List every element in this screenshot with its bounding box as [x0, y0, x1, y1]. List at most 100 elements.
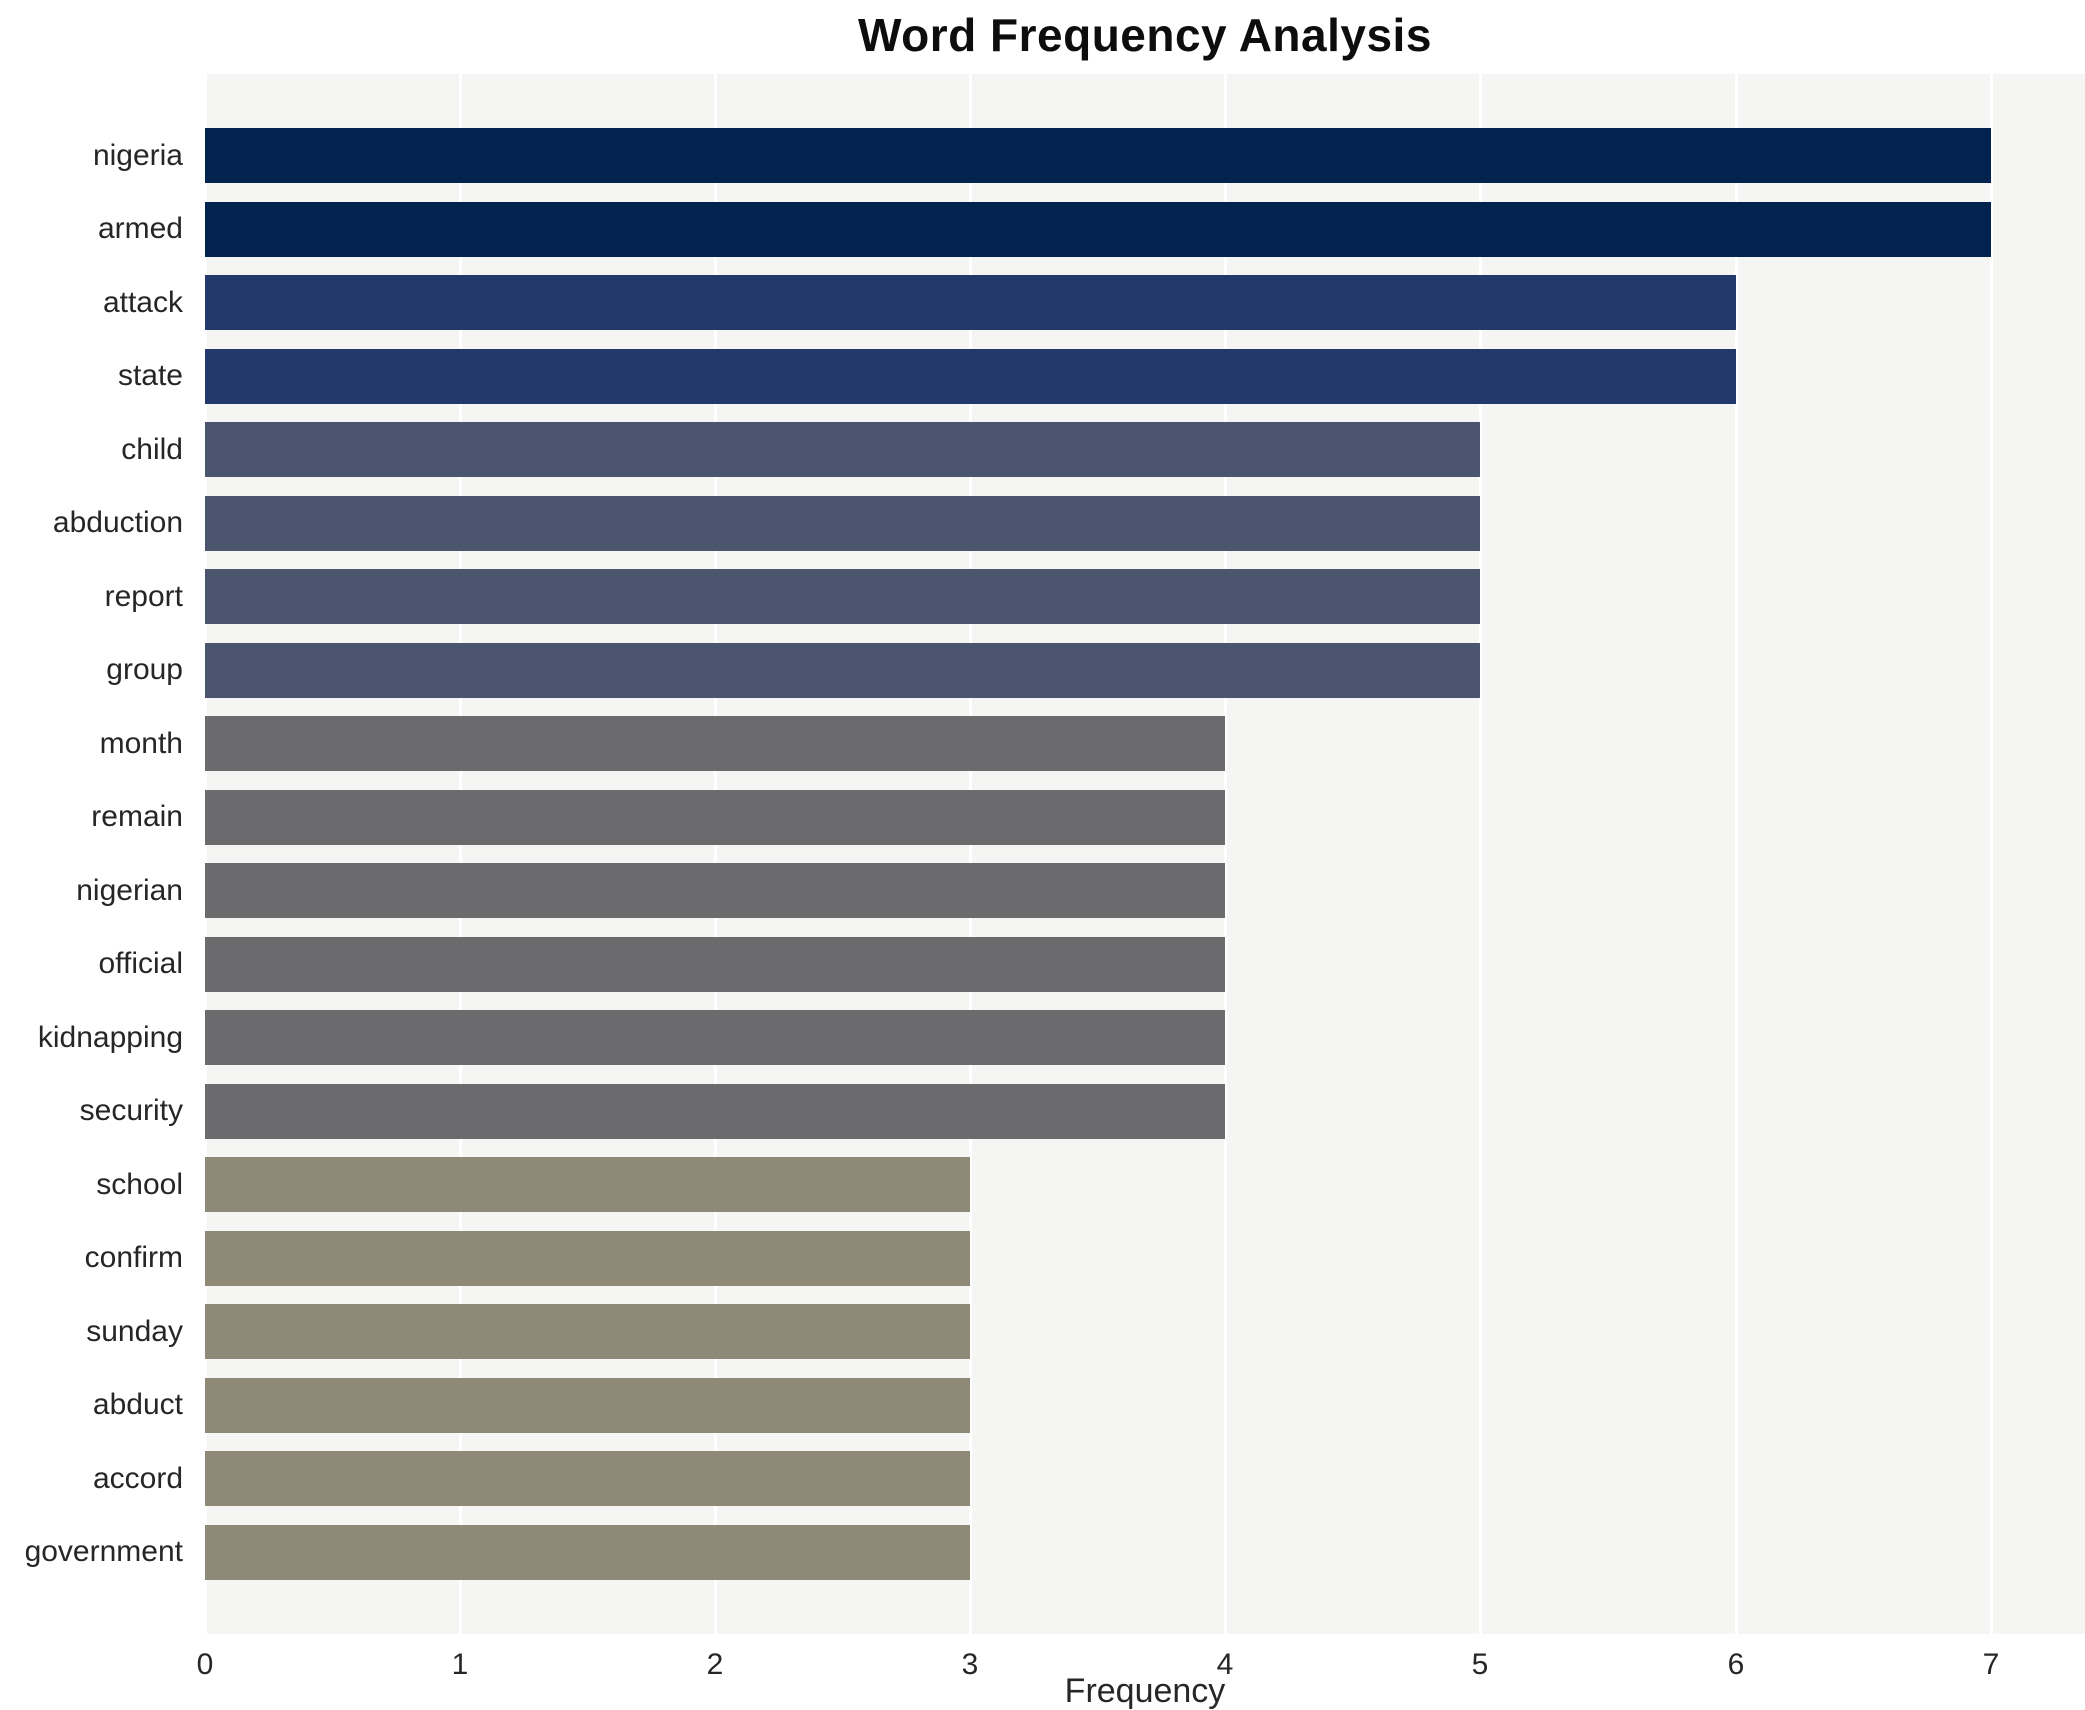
x-tick-label: 3	[961, 1648, 979, 1681]
bar-row: abduction	[0, 487, 2085, 561]
y-tick-label: confirm	[84, 1241, 183, 1275]
bar-row: child	[0, 413, 2085, 487]
bar-row: official	[0, 928, 2085, 1002]
bar	[205, 1524, 970, 1580]
bar	[205, 863, 1225, 919]
bar-row: nigerian	[0, 854, 2085, 928]
y-tick-label: report	[104, 579, 183, 613]
y-tick-label: nigeria	[92, 138, 183, 172]
bar	[205, 1010, 1225, 1066]
bar-track	[205, 936, 2085, 992]
y-tick-label: attack	[102, 285, 183, 319]
bar-row: nigeria	[0, 119, 2085, 193]
gridline	[1990, 74, 1993, 1634]
y-tick-label: kidnapping	[37, 1020, 183, 1054]
bar-row: kidnapping	[0, 1001, 2085, 1075]
bar-track	[205, 201, 2085, 257]
bar-track	[205, 1083, 2085, 1139]
y-tick-label: abduction	[52, 506, 183, 540]
bar-row: school	[0, 1148, 2085, 1222]
bar-track	[205, 275, 2085, 331]
bar-track	[205, 716, 2085, 772]
bar-track	[205, 1304, 2085, 1360]
x-axis-label: Frequency	[1064, 1672, 1226, 1710]
y-tick-label: abduct	[92, 1388, 183, 1422]
bar	[205, 1157, 970, 1213]
x-tick-label: 6	[1727, 1648, 1745, 1681]
bar	[205, 716, 1225, 772]
bar	[205, 348, 1736, 404]
bar	[205, 1304, 970, 1360]
bar	[205, 201, 1991, 257]
bar	[205, 789, 1225, 845]
y-tick-label: nigerian	[76, 873, 183, 907]
x-tick-label: 1	[451, 1648, 469, 1681]
bar-track	[205, 348, 2085, 404]
x-axis-ticks: 0 1 2 3 4 5 6 7	[0, 1648, 2085, 1688]
bar-track	[205, 1230, 2085, 1286]
bar-track	[205, 863, 2085, 919]
y-tick-label: official	[98, 947, 184, 981]
bar-track	[205, 422, 2085, 478]
bar-track	[205, 1010, 2085, 1066]
gridline	[1479, 74, 1482, 1634]
gridline	[969, 74, 972, 1634]
bar-track	[205, 1524, 2085, 1580]
bar-track	[205, 1377, 2085, 1433]
x-tick-label: 7	[1982, 1648, 2000, 1681]
gridline	[714, 74, 717, 1634]
bar	[205, 1377, 970, 1433]
bar-row: attack	[0, 266, 2085, 340]
y-tick-label: government	[24, 1535, 183, 1569]
y-tick-label: sunday	[86, 1314, 183, 1348]
bar-track	[205, 1157, 2085, 1213]
bar-track	[205, 495, 2085, 551]
x-tick-label: 4	[1216, 1648, 1234, 1681]
bar	[205, 128, 1991, 184]
y-tick-label: remain	[91, 800, 183, 834]
bar-row: month	[0, 707, 2085, 781]
plot-area: nigeria armed attack state child abduction rep…	[0, 74, 2085, 1634]
bar-row: government	[0, 1516, 2085, 1590]
bar-track	[205, 128, 2085, 184]
y-tick-label: security	[79, 1094, 183, 1128]
x-tick-label: 5	[1471, 1648, 1489, 1681]
bar-row: confirm	[0, 1222, 2085, 1296]
bar	[205, 936, 1225, 992]
gridline	[1735, 74, 1738, 1634]
bar-row: group	[0, 634, 2085, 708]
bar-track	[205, 1451, 2085, 1507]
gridline	[459, 74, 462, 1634]
bar-row: state	[0, 340, 2085, 414]
bar-track	[205, 569, 2085, 625]
gridline	[204, 74, 207, 1634]
x-tick-label: 0	[196, 1648, 214, 1681]
bar	[205, 422, 1480, 478]
gridline	[1224, 74, 1227, 1634]
bar	[205, 642, 1480, 698]
bar	[205, 569, 1480, 625]
bar	[205, 1451, 970, 1507]
y-tick-label: state	[117, 359, 183, 393]
y-tick-label: accord	[92, 1461, 183, 1495]
bar-rows: nigeria armed attack state child abduction rep…	[0, 119, 2085, 1589]
y-tick-label: group	[106, 653, 183, 687]
bar-row: report	[0, 560, 2085, 634]
bar-row: sunday	[0, 1295, 2085, 1369]
plot-background	[204, 74, 2085, 1634]
bar-track	[205, 789, 2085, 845]
bar	[205, 1230, 970, 1286]
bar	[205, 1083, 1225, 1139]
bar-track	[205, 642, 2085, 698]
bar-row: remain	[0, 781, 2085, 855]
y-tick-label: school	[96, 1167, 183, 1201]
y-tick-label: month	[99, 726, 183, 760]
bar-row: armed	[0, 193, 2085, 267]
y-tick-label: child	[121, 432, 183, 466]
bar-row: accord	[0, 1442, 2085, 1516]
x-tick-label: 2	[706, 1648, 724, 1681]
bar	[205, 495, 1480, 551]
bar	[205, 275, 1736, 331]
chart-title: Word Frequency Analysis	[858, 9, 1432, 61]
